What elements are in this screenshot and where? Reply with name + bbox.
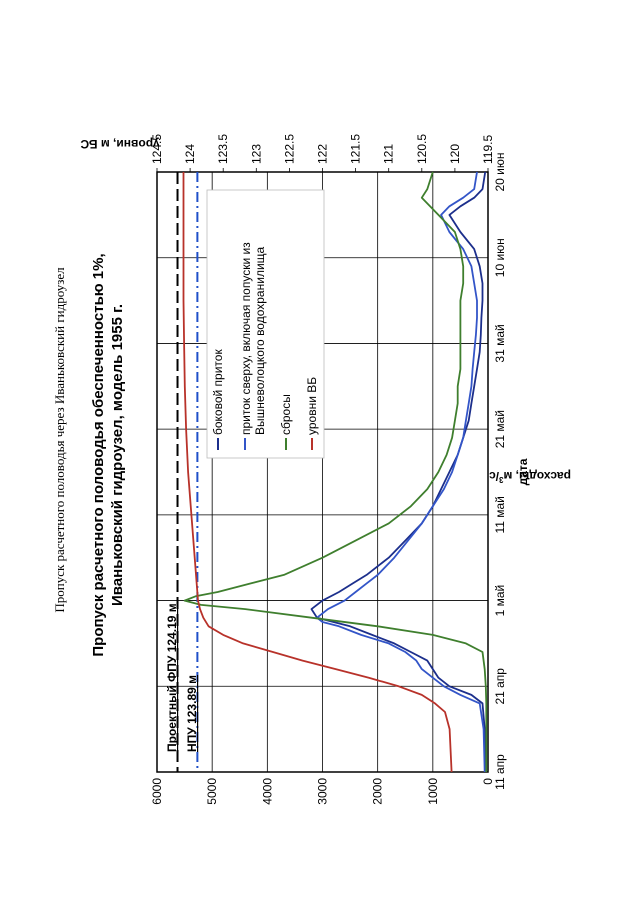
y-tick-right: 120.5 <box>415 134 429 164</box>
y-axis-label-left-tail: /с <box>489 469 499 483</box>
x-tick: 1 май <box>493 585 507 617</box>
series-upstream-inflow <box>316 171 486 773</box>
x-tick: 20 июн <box>493 152 507 191</box>
y-tick-right: 120 <box>448 144 462 164</box>
x-tick: 10 июн <box>493 238 507 277</box>
series-levels <box>182 172 453 773</box>
x-axis-label: дата <box>516 458 530 485</box>
legend-label-discharges: сбросы <box>279 394 293 435</box>
page-header: Пропуск расчетного половодья через Ивань… <box>52 267 67 613</box>
chart: 0 1000 2000 3000 4000 5000 6000 11 апр 21 апр 1 м… <box>150 134 507 805</box>
y-tick-right: 121 <box>382 144 396 164</box>
chart-title-line2: Иваньковский гидроузел, модель 1955 г. <box>109 304 126 606</box>
chart-title-line1: Пропуск расчетного половодья обеспеченно… <box>90 253 107 656</box>
legend-label-upstream-line1: приток сверху, включая попуски из <box>239 242 253 435</box>
reference-lines <box>176 172 199 772</box>
x-tick: 11 апр <box>493 754 507 790</box>
y-tick-left: 0 <box>481 778 495 785</box>
y-tick-left: 1000 <box>426 778 440 805</box>
x-tick: 21 апр <box>493 668 507 705</box>
y-tick-left: 4000 <box>260 778 274 805</box>
y-tick-right: 122 <box>316 144 330 164</box>
y-tick-right: 119.5 <box>481 135 495 164</box>
legend-label-levels: уровни ВБ <box>305 377 319 435</box>
y-axis-label-left-main: расходы, м <box>503 469 571 483</box>
tick-labels: 0 1000 2000 3000 4000 5000 6000 11 апр 21 апр 1 м… <box>150 134 507 805</box>
y-axis-label-left: расходы, м3/с <box>489 469 571 484</box>
y-tick-right: 123 <box>249 144 263 164</box>
legend: боковой приток приток сверху, включая по… <box>206 189 325 459</box>
y-tick-left: 5000 <box>205 778 219 805</box>
y-axis-label-left-sup: 3 <box>498 475 503 484</box>
y-tick-right: 124 <box>183 144 197 164</box>
series-discharges <box>183 171 488 772</box>
y-tick-right: 123.5 <box>216 134 230 164</box>
legend-label-lateral: боковой приток <box>211 349 225 435</box>
ref-label-fpu: Проектный ФПУ 124.19 м <box>165 603 179 752</box>
y-tick-right: 122.5 <box>282 134 296 164</box>
legend-label-upstream-line2: Вышневолоцкого водохранилища <box>253 246 267 435</box>
y-tick-left: 2000 <box>371 778 385 805</box>
y-tick-right: 124.5 <box>150 134 164 164</box>
x-tick: 31 май <box>493 324 507 362</box>
series-lines <box>182 171 488 773</box>
ref-label-npu: НПУ 123.89 м <box>185 675 199 752</box>
y-tick-left: 3000 <box>316 778 330 805</box>
x-tick: 21 май <box>493 410 507 448</box>
legend-label-upstream: приток сверху, включая попуски из Вышнев… <box>239 239 267 435</box>
y-tick-left: 6000 <box>150 778 164 805</box>
x-tick: 11 май <box>493 496 507 533</box>
y-axis-label-right: уровни, м БС <box>80 137 160 151</box>
y-tick-right: 121.5 <box>349 134 363 164</box>
legend-box <box>206 189 325 459</box>
